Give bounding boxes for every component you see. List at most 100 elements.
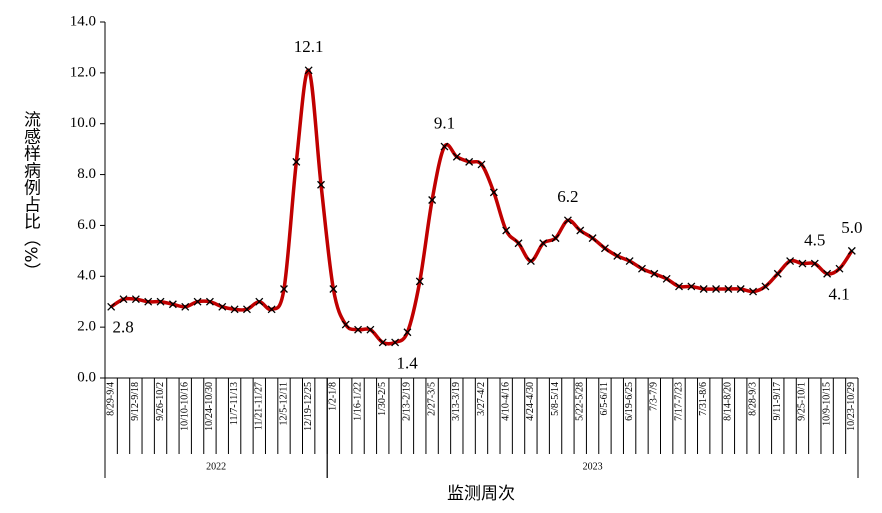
x-tick-label: 9/26-10/2 — [155, 382, 166, 421]
data-label: 2.8 — [113, 318, 134, 337]
data-label: 6.2 — [557, 187, 578, 206]
marker — [193, 297, 202, 306]
x-tick-label: 10/24-10/30 — [204, 382, 215, 431]
marker — [810, 259, 819, 268]
marker — [724, 285, 733, 293]
x-tick-label: 6/19-6/25 — [624, 382, 635, 421]
marker — [230, 305, 239, 314]
marker — [539, 239, 548, 248]
marker — [255, 297, 264, 306]
marker — [600, 244, 609, 253]
marker — [736, 285, 745, 293]
marker — [181, 302, 190, 311]
y-axis-label: 流感样病例占比（%） — [20, 110, 41, 279]
marker — [662, 274, 671, 283]
marker — [675, 282, 683, 291]
marker — [699, 285, 708, 293]
x-tick-label: 9/12-9/18 — [130, 382, 141, 421]
marker — [156, 297, 165, 306]
x-tick-label: 9/11-9/17 — [772, 382, 783, 421]
marker — [452, 152, 461, 161]
marker — [440, 142, 449, 151]
marker — [761, 282, 770, 291]
marker — [119, 295, 128, 304]
marker — [403, 328, 412, 337]
marker — [638, 264, 646, 273]
marker — [477, 160, 486, 169]
x-tick-label: 8/14-8/20 — [723, 382, 734, 421]
x-tick-label: 12/5-12/11 — [278, 382, 289, 426]
x-tick-label: 5/8-5/14 — [550, 382, 561, 416]
x-tick-label: 2/13-2/19 — [402, 382, 413, 421]
data-label: 5.0 — [841, 218, 862, 237]
y-tick-label: 10.0 — [70, 115, 96, 131]
group-label: 2023 — [583, 461, 603, 472]
series-line — [110, 68, 854, 346]
marker — [280, 285, 288, 293]
group-label: 2022 — [206, 461, 226, 472]
x-tick-label: 11/21-11/27 — [254, 382, 265, 430]
marker — [144, 297, 153, 306]
x-tick-label: 5/22-5/28 — [575, 382, 586, 421]
y-tick-label: 6.0 — [77, 217, 96, 233]
x-tick-label: 1/30-2/5 — [377, 382, 388, 416]
x-tick-label: 1/16-1/22 — [352, 382, 363, 421]
marker — [131, 295, 140, 304]
x-tick-label: 7/31-8/6 — [698, 382, 709, 416]
marker — [749, 287, 758, 296]
x-tick-label: 2/27-3/5 — [426, 382, 437, 416]
marker — [378, 338, 387, 347]
marker — [267, 305, 276, 314]
marker — [218, 302, 227, 311]
x-tick-label: 11/7-11/13 — [229, 382, 240, 425]
marker — [354, 325, 363, 334]
marker — [847, 246, 856, 255]
x-tick-label: 4/10-4/16 — [500, 382, 511, 421]
x-tick-label: 12/19-12/25 — [303, 382, 314, 431]
x-tick-label: 10/9-10/15 — [821, 382, 832, 426]
marker — [242, 305, 251, 314]
marker — [391, 338, 400, 347]
x-tick-label: 10/10-10/16 — [180, 382, 191, 431]
marker — [650, 269, 659, 278]
y-tick-label: 14.0 — [70, 13, 96, 29]
marker — [292, 157, 301, 166]
y-tick-label: 0.0 — [77, 369, 96, 385]
y-tick-label: 8.0 — [77, 166, 96, 182]
marker — [625, 257, 634, 265]
marker — [317, 180, 325, 189]
y-tick-label: 4.0 — [77, 268, 96, 284]
marker — [502, 226, 511, 235]
x-tick-label: 7/3-7/9 — [649, 382, 660, 411]
marker — [415, 277, 424, 286]
x-tick-label: 9/25-10/1 — [797, 382, 808, 421]
data-label: 1.4 — [396, 353, 418, 372]
x-tick-label: 8/28-9/3 — [747, 382, 758, 416]
marker — [613, 251, 622, 260]
x-tick-label: 7/17-7/23 — [673, 382, 684, 421]
data-label: 4.5 — [804, 230, 825, 249]
marker — [773, 269, 782, 278]
x-tick-label: 3/13-3/19 — [451, 382, 462, 421]
marker — [205, 297, 214, 306]
marker — [835, 264, 844, 273]
x-tick-label: 4/24-4/30 — [525, 382, 536, 421]
y-tick-label: 2.0 — [77, 319, 96, 335]
marker — [514, 239, 523, 248]
marker — [551, 234, 560, 243]
marker — [366, 325, 375, 334]
marker — [168, 300, 177, 309]
marker — [329, 285, 338, 293]
marker — [687, 282, 696, 291]
marker — [798, 259, 807, 268]
marker — [576, 226, 585, 235]
marker — [712, 285, 721, 293]
marker — [428, 196, 437, 204]
x-tick-label: 6/5-6/11 — [599, 382, 610, 416]
marker — [526, 257, 535, 265]
data-label: 4.1 — [829, 285, 850, 304]
marker — [465, 157, 474, 166]
marker — [823, 269, 832, 278]
x-tick-label: 3/27-4/2 — [476, 382, 487, 416]
